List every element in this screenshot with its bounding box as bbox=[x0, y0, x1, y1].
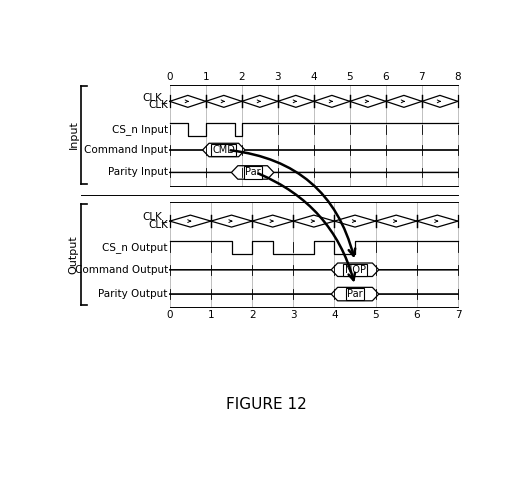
Text: 4: 4 bbox=[331, 310, 338, 320]
Text: 3: 3 bbox=[290, 310, 296, 320]
Text: Parity Output: Parity Output bbox=[98, 289, 168, 299]
Text: NOP: NOP bbox=[345, 265, 366, 275]
Text: Par: Par bbox=[245, 168, 261, 177]
Text: CLK: CLK bbox=[148, 220, 168, 230]
Text: Input: Input bbox=[69, 121, 79, 150]
Text: 7: 7 bbox=[419, 71, 425, 82]
Text: Command Output: Command Output bbox=[74, 265, 168, 275]
Text: Command Input: Command Input bbox=[84, 145, 168, 155]
Text: 3: 3 bbox=[275, 71, 281, 82]
Text: FIGURE 12: FIGURE 12 bbox=[226, 397, 307, 412]
Text: CLK_: CLK_ bbox=[142, 211, 168, 223]
Text: Parity Input: Parity Input bbox=[108, 168, 168, 177]
Text: CLK_: CLK_ bbox=[142, 92, 168, 103]
Text: 7: 7 bbox=[454, 310, 461, 320]
Text: 6: 6 bbox=[413, 310, 420, 320]
Text: 1: 1 bbox=[202, 71, 209, 82]
Text: 5: 5 bbox=[372, 310, 379, 320]
Text: 6: 6 bbox=[383, 71, 389, 82]
Text: CS_n Input: CS_n Input bbox=[112, 124, 168, 135]
Text: Output: Output bbox=[69, 235, 79, 274]
Text: 0: 0 bbox=[166, 310, 173, 320]
Text: 5: 5 bbox=[346, 71, 353, 82]
Text: 8: 8 bbox=[454, 71, 461, 82]
Text: 0: 0 bbox=[166, 71, 173, 82]
Text: 1: 1 bbox=[207, 310, 214, 320]
Text: 2: 2 bbox=[249, 310, 255, 320]
Text: CS_n Output: CS_n Output bbox=[102, 242, 168, 253]
Text: 4: 4 bbox=[310, 71, 317, 82]
Text: CLK: CLK bbox=[148, 101, 168, 110]
Text: Par: Par bbox=[347, 289, 363, 299]
Text: CMD: CMD bbox=[212, 145, 235, 155]
Text: 2: 2 bbox=[239, 71, 245, 82]
